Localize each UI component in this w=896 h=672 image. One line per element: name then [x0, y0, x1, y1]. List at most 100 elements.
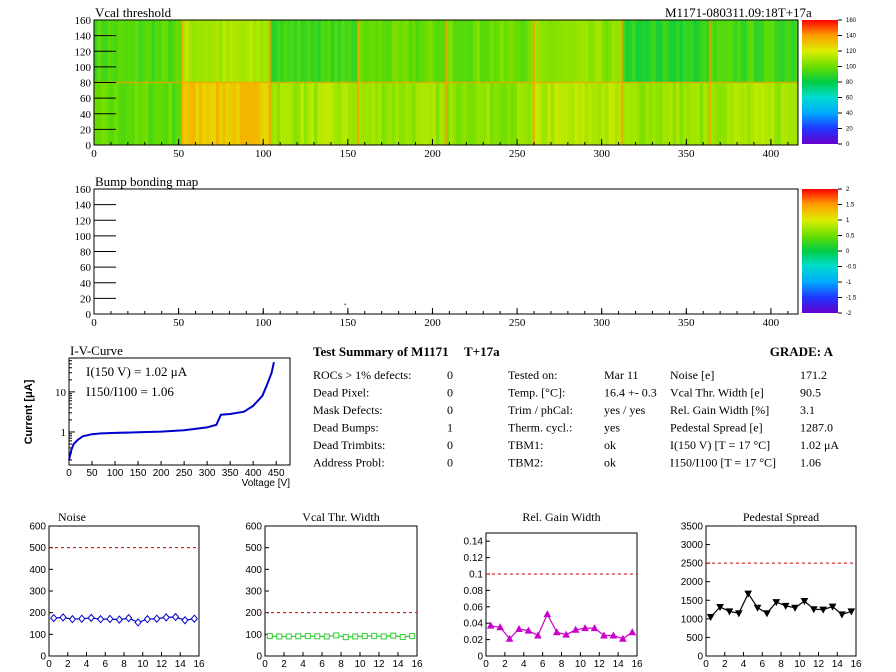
pixel-column	[364, 82, 369, 145]
pixel-column	[493, 20, 497, 83]
pixel-column	[544, 20, 548, 83]
pixel-column	[354, 82, 358, 145]
summary-left-value: 0	[447, 386, 453, 400]
pixel-column	[666, 82, 670, 145]
iv-x-tick-label: 450	[268, 468, 285, 479]
summary-middle-value: Mar 11	[604, 368, 639, 382]
pixel-column	[605, 20, 609, 83]
roc-x-tick-label: 4	[741, 659, 747, 670]
pixel-column	[141, 82, 145, 145]
iv-x-tick-label: 100	[107, 468, 124, 479]
pixel-column	[303, 82, 308, 145]
x-tick-label: 100	[255, 317, 272, 329]
pixel-column	[520, 82, 524, 145]
roc-x-tick-label: 0	[703, 659, 709, 670]
pixel-column	[794, 82, 798, 145]
pixel-column	[300, 82, 304, 145]
pixel-column	[239, 20, 243, 83]
pixel-column	[446, 20, 450, 83]
pixel-column	[459, 20, 463, 83]
roc-x-tick-label: 0	[46, 659, 52, 670]
summary-middle-label: TBM1:	[508, 438, 543, 452]
roc-series-line	[490, 612, 633, 640]
pixel-column	[537, 20, 541, 83]
pixel-column	[456, 82, 460, 145]
roc-point	[190, 614, 198, 624]
pixel-column	[290, 82, 294, 145]
pixel-column	[259, 82, 264, 145]
x-tick-label: 0	[91, 317, 97, 329]
pixel-column	[138, 82, 142, 145]
pixel-column	[632, 82, 636, 145]
pixel-column	[168, 82, 172, 145]
pixel-column	[151, 20, 155, 83]
pixel-column	[561, 20, 565, 83]
pixel-column	[581, 82, 585, 145]
roc-point	[524, 626, 533, 634]
pixel-column	[686, 20, 690, 83]
bump-bonding-map	[344, 303, 346, 306]
pixel-column	[442, 82, 446, 145]
roc-point	[50, 613, 58, 623]
roc-point	[781, 602, 790, 610]
pixel-column	[696, 82, 700, 145]
pixel-column	[212, 82, 216, 145]
pixel-column	[134, 20, 138, 83]
summary-middle-value: ok	[604, 438, 616, 452]
y-tick-label: 120	[75, 46, 92, 58]
pixel-column	[649, 20, 653, 83]
pixel-column	[500, 20, 504, 83]
pixel-column	[131, 82, 135, 145]
pixel-column	[422, 82, 426, 145]
pixel-column	[280, 82, 284, 145]
pixel-column	[198, 20, 203, 83]
pixel-column	[642, 82, 646, 145]
roc-point	[543, 610, 552, 618]
summary-left-value: 0	[447, 456, 453, 470]
pixel-column	[750, 20, 754, 83]
roc-y-tick-label: 500	[29, 543, 46, 554]
y-tick-label: 40	[80, 278, 92, 290]
roc-point	[409, 633, 416, 640]
iv-frame	[68, 357, 291, 466]
pixel-column	[168, 20, 172, 83]
roc-point	[725, 608, 734, 616]
pixel-column	[297, 82, 301, 145]
pixel-column	[175, 82, 179, 145]
roc-x-tick-label: 6	[102, 659, 108, 670]
pixel-column	[121, 82, 125, 145]
z-tick-label: 1.5	[846, 203, 855, 209]
roc-y-tick-label: 100	[245, 630, 262, 641]
summary-right-value: 1.02 μA	[800, 438, 839, 452]
pixel-column	[405, 20, 409, 83]
roc-x-tick-label: 14	[175, 659, 187, 670]
roc-point	[744, 590, 753, 598]
pixel-column	[412, 82, 416, 145]
roc-point	[581, 624, 589, 632]
pixel-column	[158, 20, 162, 83]
z-tick-label: 1	[846, 218, 850, 224]
pixel-column	[215, 82, 220, 145]
pixel-column	[303, 20, 308, 83]
x-tick-label: 100	[255, 148, 272, 160]
pixel-column	[368, 20, 372, 83]
pixel-column	[645, 20, 650, 83]
bump-colorbar-axis: -2 -1.5 -1 -0.5 0 0.5 1 1.5 2	[838, 187, 857, 317]
pixel-column	[148, 20, 152, 83]
x-tick-label: 350	[678, 148, 695, 160]
summary-left-value: 0	[447, 368, 453, 382]
roc-x-tick-label: 0	[262, 659, 268, 670]
pixel-column	[740, 20, 744, 83]
summary-left-label: Dead Pixel:	[313, 386, 369, 400]
pixel-column	[733, 82, 738, 145]
pixel-column	[415, 82, 419, 145]
pixel-column	[270, 82, 274, 145]
pixel-column	[456, 20, 460, 83]
pixel-column	[178, 20, 182, 83]
pixel-column	[764, 82, 768, 145]
pixel-column	[280, 20, 284, 83]
pixel-column	[571, 20, 575, 83]
roc-series-line	[53, 616, 195, 624]
pixel-column	[608, 20, 612, 83]
pixel-column	[642, 20, 646, 83]
